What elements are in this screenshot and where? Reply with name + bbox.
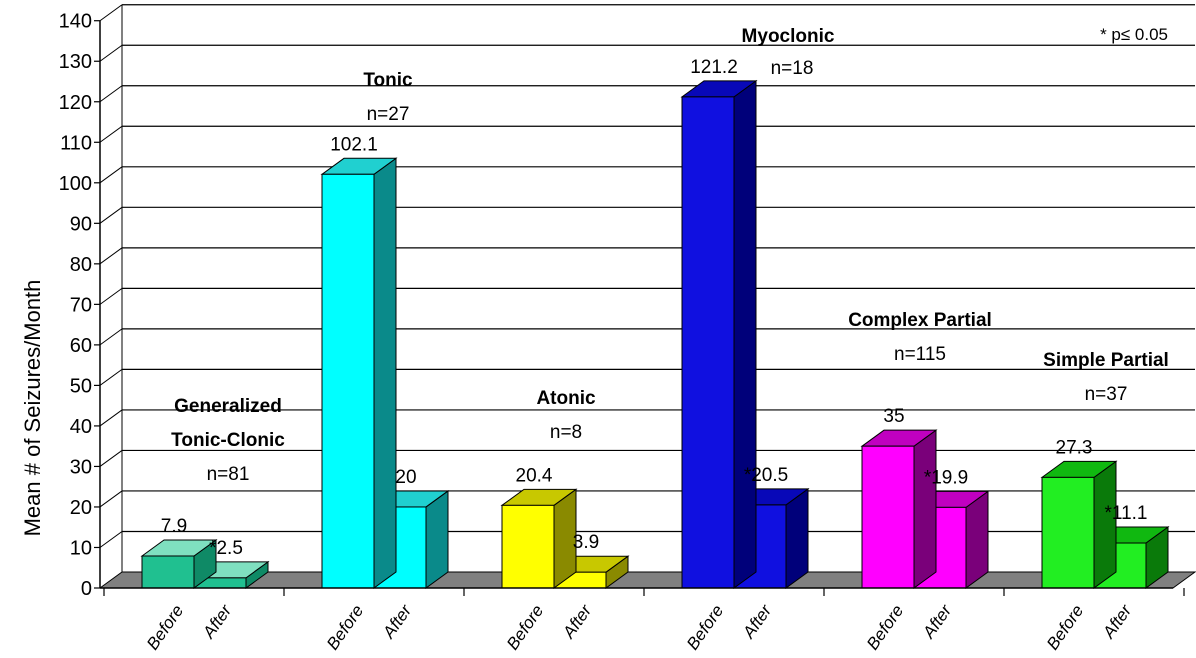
- y-axis: 0 10 20 30 40 50 60 70 80 90 100 110 120 130 140: [59, 4, 123, 600]
- y-tick-label: 130: [59, 51, 92, 73]
- bar-before-6: [1040, 460, 1118, 589]
- bar-before-5-side: [913, 429, 937, 589]
- value-label-after: *2.5: [209, 538, 243, 559]
- x-tick-label-before: Before: [863, 601, 907, 653]
- gridline-diag: [99, 450, 123, 467]
- x-tick-label-before: Before: [1043, 601, 1087, 653]
- bar-before-6-front: [1041, 476, 1095, 589]
- gridline-diag: [99, 247, 123, 265]
- gridline-diag: [99, 287, 123, 305]
- value-label-before: 27.3: [1056, 437, 1093, 458]
- bar-before-4-side: [733, 79, 757, 589]
- gridline-diag: [99, 85, 123, 103]
- value-label-before: 20.4: [516, 465, 553, 486]
- value-label-after: 20: [395, 467, 416, 488]
- x-tick-label-before: Before: [323, 601, 367, 653]
- y-tick-label: 100: [59, 173, 92, 195]
- y-tick-label: 0: [81, 578, 92, 600]
- group-n: n=37: [1085, 384, 1128, 405]
- group-n: n=27: [367, 104, 410, 125]
- gridline-diag: [99, 206, 123, 224]
- gridline-diag: [99, 166, 123, 184]
- group-n: n=81: [207, 464, 250, 485]
- y-tick-label: 40: [70, 416, 92, 438]
- value-label-before: 121.2: [690, 57, 738, 78]
- gridline-diag: [99, 44, 123, 62]
- gridline-diag: [99, 368, 123, 386]
- bars: [140, 79, 1170, 589]
- bar-after-5-side: [965, 490, 989, 589]
- bar-before-1-front: [141, 555, 195, 589]
- labels: 7.9 *2.5 Generalized Tonic-Clonic n=81 102.1 2…: [161, 26, 1169, 559]
- y-tick-label: 60: [70, 335, 92, 357]
- y-tick-label: 90: [70, 213, 92, 235]
- x-tick-label-after: After: [199, 600, 236, 642]
- y-tick-label: 110: [60, 132, 92, 154]
- group-title: Complex Partial: [848, 310, 992, 331]
- gridlines: [99, 4, 1195, 548]
- value-label-before: 102.1: [330, 134, 378, 155]
- bar-after-2-side: [425, 489, 449, 589]
- x-tick-label-before: Before: [683, 601, 727, 653]
- bar-before-3-front: [501, 504, 555, 589]
- bar-before-6-side: [1093, 460, 1117, 589]
- group-title: Atonic: [536, 388, 596, 409]
- group-n: n=115: [894, 344, 946, 365]
- y-tick-label: 120: [59, 92, 92, 114]
- bar-before-5: [860, 429, 938, 589]
- x-tick-label-after: After: [379, 600, 416, 642]
- group-n: n=18: [771, 58, 814, 79]
- significance-note: * p≤ 0.05: [1100, 25, 1168, 44]
- y-tick-label: 50: [70, 375, 92, 397]
- x-tick-label-before: Before: [503, 601, 547, 653]
- x-tick-label-before: Before: [143, 601, 187, 653]
- value-label-after: *19.9: [924, 467, 968, 488]
- bar-before-1: [140, 539, 218, 589]
- group-title: Tonic-Clonic: [171, 430, 285, 451]
- bar-before-2-front: [321, 173, 375, 589]
- value-label-before: 35: [883, 406, 904, 427]
- bar-before-4: [680, 79, 758, 589]
- x-tick-label-after: After: [919, 600, 956, 642]
- bar-before-2-side: [373, 157, 397, 589]
- x-tick-label-after: After: [559, 600, 596, 642]
- group-n: n=8: [550, 422, 582, 443]
- bar-before-2: [320, 157, 398, 589]
- y-axis-label: Mean # of Seizures/Month: [20, 280, 45, 537]
- gridline-diag: [99, 490, 123, 508]
- bar-before-4-front: [681, 96, 735, 589]
- x-tick-label-after: After: [1099, 600, 1136, 642]
- group-title: Simple Partial: [1043, 350, 1169, 371]
- bar-after-4-side: [785, 487, 809, 589]
- value-label-after: *20.5: [744, 465, 788, 486]
- group-title: Tonic: [363, 70, 413, 91]
- y-tick-label: 140: [59, 11, 92, 33]
- gridline-diag: [99, 531, 123, 548]
- gridline-diag: [99, 4, 123, 22]
- y-tick-label: 30: [70, 456, 92, 478]
- y-tick-label: 20: [70, 497, 92, 519]
- bar-before-5-front: [861, 445, 915, 589]
- gridline-diag: [99, 125, 123, 143]
- gridline-diag: [99, 328, 123, 346]
- x-tick-label-after: After: [739, 600, 776, 642]
- bar-before-3: [500, 488, 578, 589]
- x-axis: Before After Before After Before After Before A…: [100, 587, 1185, 653]
- y-tick-label: 80: [70, 254, 92, 276]
- group-title: Generalized: [174, 396, 282, 417]
- group-title: Myoclonic: [742, 26, 835, 47]
- y-tick-label: 70: [70, 294, 92, 316]
- gridline-diag: [99, 409, 123, 427]
- value-label-before: 7.9: [161, 516, 187, 537]
- value-label-after: *11.1: [1105, 503, 1148, 524]
- y-tick-label: 10: [70, 537, 92, 559]
- value-label-after: 3.9: [573, 532, 599, 553]
